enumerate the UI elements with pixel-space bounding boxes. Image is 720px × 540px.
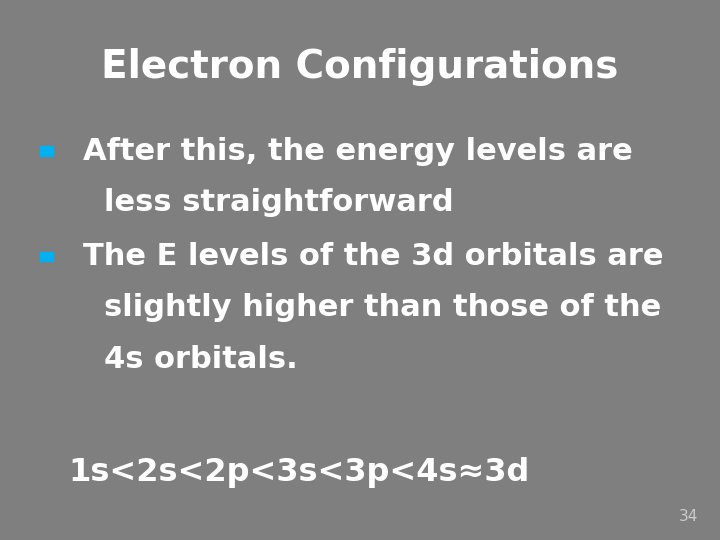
Text: 1s<2s<2p<3s<3p<4s≈3d: 1s<2s<2p<3s<3p<4s≈3d (68, 457, 530, 488)
Bar (40, 146, 53, 156)
Text: slightly higher than those of the: slightly higher than those of the (104, 293, 662, 322)
Bar (40, 252, 53, 261)
Text: less straightforward: less straightforward (104, 188, 454, 217)
Text: 34: 34 (679, 509, 698, 524)
Text: 4s orbitals.: 4s orbitals. (104, 345, 298, 374)
Text: After this, the energy levels are: After this, the energy levels are (83, 137, 633, 166)
Text: Electron Configurations: Electron Configurations (102, 49, 618, 86)
Text: The E levels of the 3d orbitals are: The E levels of the 3d orbitals are (83, 242, 663, 271)
